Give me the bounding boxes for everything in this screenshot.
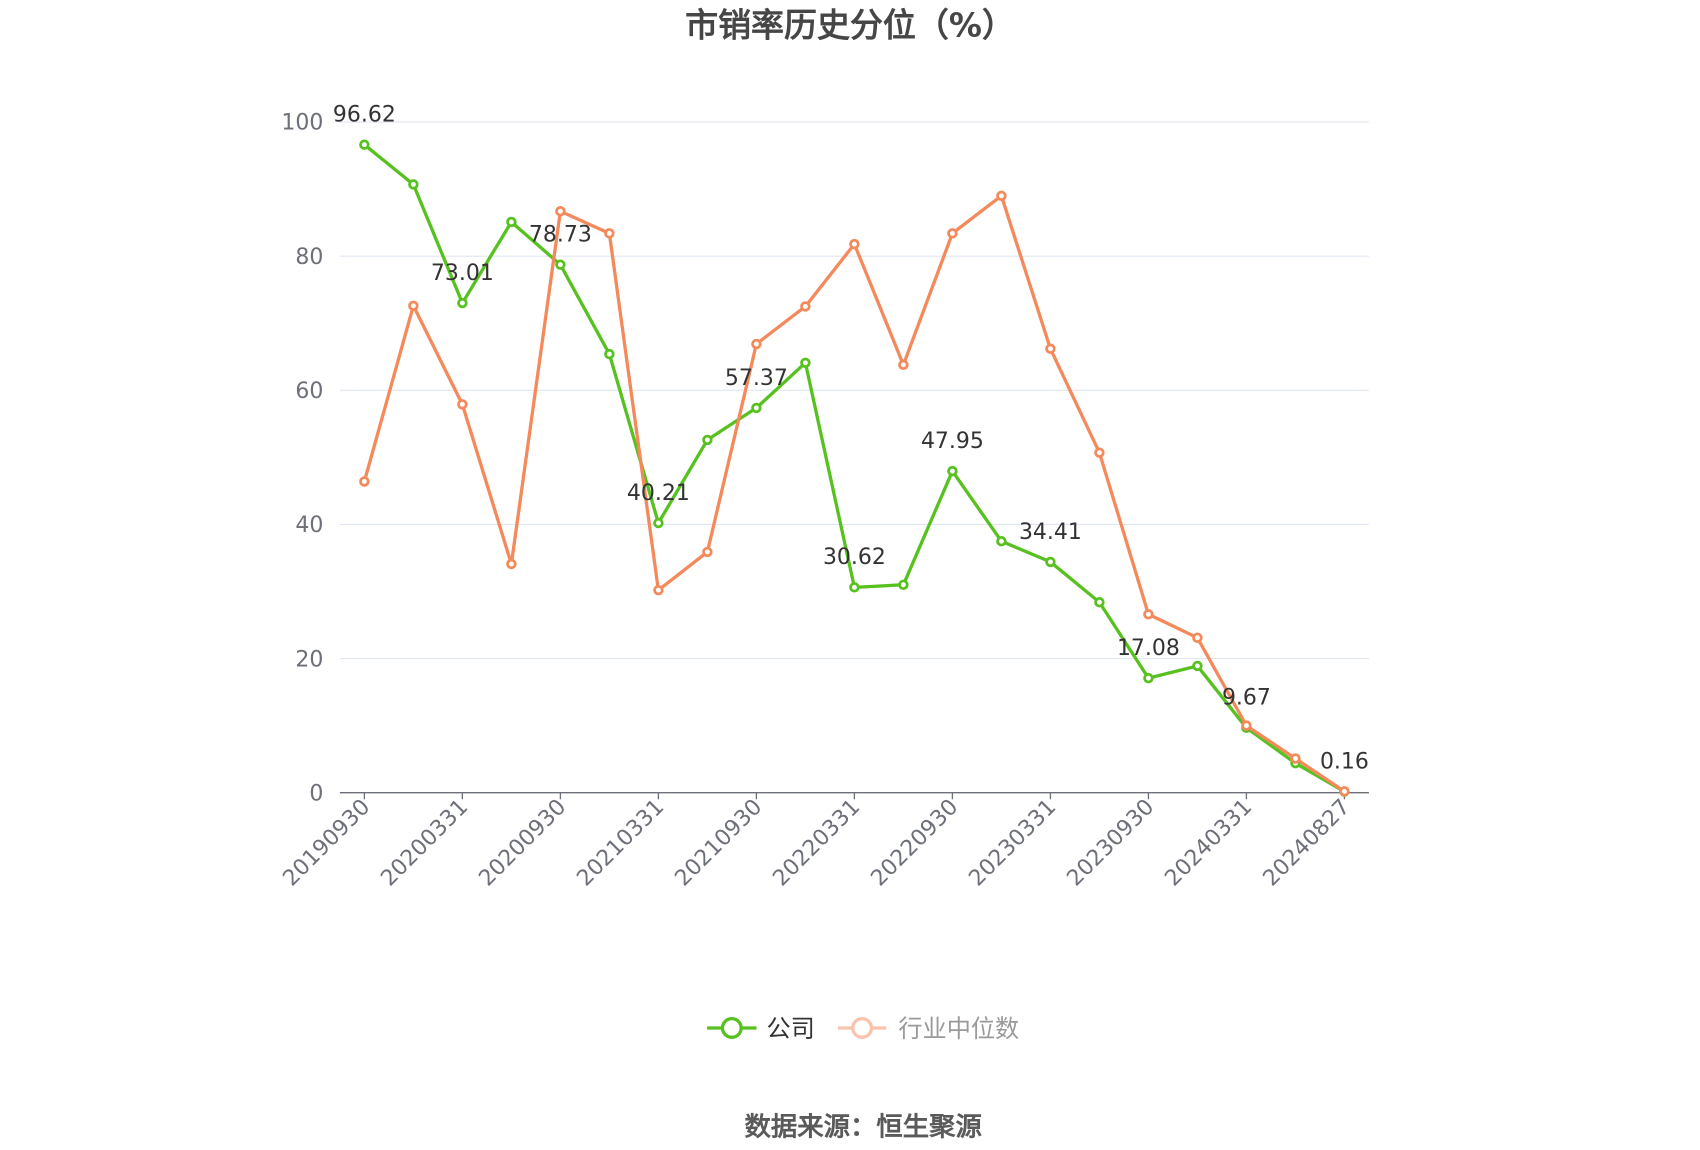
legend-label-company: 公司 bbox=[766, 1015, 814, 1043]
data-labels: 96.62 73.01 78.73 40.21 57.37 30.62 47.95 34.41… bbox=[333, 103, 1369, 775]
x-tick-label: 20230930 bbox=[1063, 795, 1160, 892]
industry-median-point bbox=[555, 206, 566, 217]
data-label: 9.67 bbox=[1222, 686, 1271, 711]
chart-title: 市销率历史分位（%） bbox=[685, 5, 1015, 44]
industry-median-point bbox=[408, 300, 419, 312]
legend-item-company[interactable]: 公司 bbox=[707, 1015, 815, 1043]
data-label: 57.37 bbox=[725, 366, 788, 391]
legend-marker-icon bbox=[720, 1016, 743, 1039]
industry-median-point bbox=[1045, 343, 1056, 354]
industry-median-point bbox=[1290, 753, 1301, 764]
x-tick-label: 20230331 bbox=[964, 795, 1061, 892]
data-label: 34.41 bbox=[1019, 520, 1082, 545]
company-point bbox=[408, 179, 419, 190]
x-tick-label: 20240331 bbox=[1161, 795, 1258, 892]
source-note: 数据来源：恒生聚源 bbox=[744, 1113, 982, 1143]
industry-median-point bbox=[1192, 632, 1203, 643]
x-tick-label: 20220930 bbox=[866, 795, 963, 892]
legend-marker-icon bbox=[851, 1016, 874, 1039]
company-point bbox=[457, 297, 468, 309]
data-label: 78.73 bbox=[529, 223, 592, 248]
industry-median-point bbox=[947, 228, 958, 239]
company-point bbox=[751, 402, 762, 414]
company-point bbox=[947, 465, 958, 477]
industry-median-point bbox=[996, 190, 1007, 202]
industry-median-point bbox=[702, 546, 713, 558]
x-tick-label: 20220331 bbox=[768, 795, 865, 892]
legend-icon-group bbox=[837, 1016, 887, 1039]
legend-item-industry-median[interactable]: 行业中位数 bbox=[837, 1015, 1019, 1043]
company-point bbox=[506, 216, 517, 228]
x-tick-label: 20200331 bbox=[376, 795, 473, 892]
industry-median-point bbox=[1241, 720, 1252, 731]
company-point bbox=[359, 139, 370, 150]
industry-median-point bbox=[506, 558, 517, 570]
y-tick-label: 0 bbox=[309, 781, 323, 806]
data-label: 17.08 bbox=[1117, 636, 1180, 661]
data-label: 47.95 bbox=[921, 429, 984, 454]
grid-lines bbox=[339, 121, 1369, 794]
industry-median-point bbox=[751, 338, 762, 350]
company-point bbox=[996, 535, 1007, 547]
x-tick-label: 20210930 bbox=[670, 795, 767, 892]
series-layer bbox=[359, 139, 1350, 797]
data-label: 40.21 bbox=[627, 481, 690, 506]
company-point bbox=[800, 357, 811, 369]
industry-median-point bbox=[457, 399, 468, 410]
x-tick-label: 20210331 bbox=[572, 795, 669, 892]
industry-median-line bbox=[362, 194, 1347, 793]
company-point bbox=[1143, 672, 1154, 684]
data-label: 96.62 bbox=[333, 103, 396, 128]
company-point bbox=[1192, 660, 1203, 672]
y-tick-label: 80 bbox=[295, 245, 323, 270]
industry-median-point bbox=[359, 476, 370, 487]
industry-median-point bbox=[1094, 447, 1105, 458]
legend: 公司 行业中位数 bbox=[707, 1015, 1019, 1043]
x-tick-label: 20200930 bbox=[474, 795, 571, 892]
industry-median-point bbox=[849, 238, 860, 250]
legend-label-industry-median: 行业中位数 bbox=[898, 1015, 1019, 1043]
data-label: 30.62 bbox=[823, 545, 886, 570]
company-point bbox=[604, 348, 615, 360]
x-tick-label: 20190930 bbox=[278, 795, 375, 892]
y-tick-label: 60 bbox=[295, 379, 323, 404]
data-label: 73.01 bbox=[431, 261, 494, 286]
company-point bbox=[898, 579, 909, 591]
x-tick-label: 20240827 bbox=[1259, 795, 1356, 892]
industry-median-point bbox=[898, 359, 909, 371]
company-point bbox=[653, 517, 664, 529]
company-point bbox=[849, 582, 860, 593]
data-label: 0.16 bbox=[1320, 750, 1369, 775]
company-point bbox=[1045, 556, 1056, 568]
y-axis: 0 20 40 60 80 100 bbox=[281, 111, 323, 807]
company-point bbox=[702, 434, 713, 446]
y-tick-label: 40 bbox=[295, 513, 323, 538]
company-point bbox=[555, 259, 566, 270]
x-axis: 20190930 20200331 20200930 20210331 20210930… bbox=[278, 792, 1369, 892]
y-tick-label: 20 bbox=[295, 647, 323, 672]
company-point bbox=[1094, 596, 1105, 608]
y-tick-label: 100 bbox=[281, 111, 323, 136]
industry-median-point bbox=[800, 301, 811, 312]
industry-median-point bbox=[1339, 786, 1350, 797]
industry-median-point bbox=[1143, 609, 1154, 620]
industry-median-point bbox=[653, 584, 664, 596]
industry-median-point bbox=[604, 228, 615, 239]
